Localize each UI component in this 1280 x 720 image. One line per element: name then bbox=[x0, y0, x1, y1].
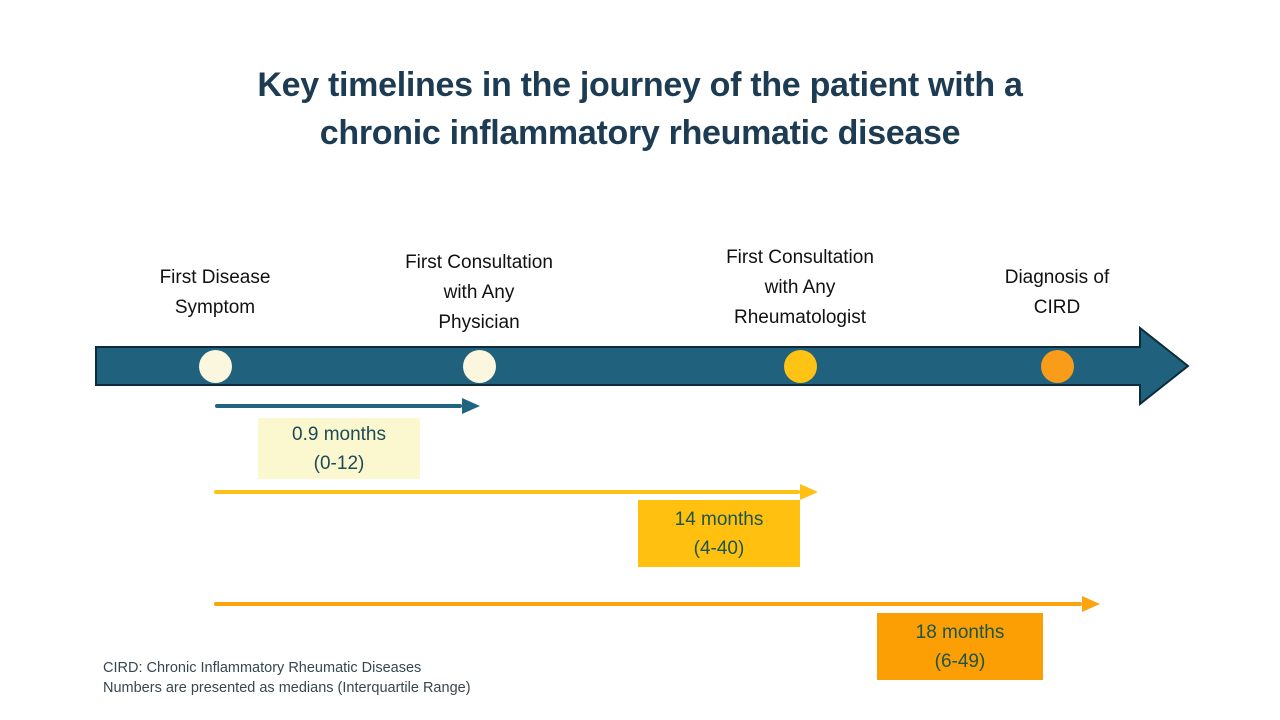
milestone-dot-first-consultation-rheumatologist bbox=[784, 350, 817, 383]
timeline-arrow bbox=[95, 326, 1190, 406]
milestone-label-first-consultation-physician: First Consultation with Any Physician bbox=[405, 252, 553, 333]
duration-arrow-head-symptom-to-diagnosis bbox=[1082, 596, 1100, 612]
footnotes: CIRD: Chronic Inflammatory Rheumatic Dis… bbox=[103, 658, 471, 698]
milestone-label-first-disease-symptom: First Disease Symptom bbox=[159, 267, 271, 318]
footnote-medians: Numbers are presented as medians (Interq… bbox=[103, 680, 471, 696]
milestone-dot-diagnosis-cird bbox=[1041, 350, 1074, 383]
duration-arrow-line-symptom-to-rheumatologist bbox=[214, 490, 800, 494]
milestone-dot-first-disease-symptom bbox=[199, 350, 232, 383]
footnote-cird-definition: CIRD: Chronic Inflammatory Rheumatic Dis… bbox=[103, 660, 422, 676]
duration-arrow-head-symptom-to-physician bbox=[462, 398, 480, 414]
page-title: Key timelines in the journey of the pati… bbox=[257, 66, 1023, 152]
duration-label-symptom-to-rheumatologist: 14 months (4-40) bbox=[638, 500, 800, 567]
milestone-dot-first-consultation-physician bbox=[463, 350, 496, 383]
duration-arrow-line-symptom-to-physician bbox=[215, 404, 462, 408]
duration-label-symptom-to-diagnosis: 18 months (6-49) bbox=[877, 613, 1043, 680]
duration-arrow-line-symptom-to-diagnosis bbox=[214, 602, 1082, 606]
milestone-label-diagnosis-cird: Diagnosis of CIRD bbox=[1004, 267, 1110, 318]
duration-arrow-head-symptom-to-rheumatologist bbox=[800, 484, 818, 500]
duration-label-symptom-to-physician: 0.9 months (0-12) bbox=[258, 418, 420, 479]
timeline-arrow-shape bbox=[95, 326, 1190, 406]
milestone-label-first-consultation-rheumatologist: First Consultation with Any Rheumatologi… bbox=[726, 247, 874, 328]
